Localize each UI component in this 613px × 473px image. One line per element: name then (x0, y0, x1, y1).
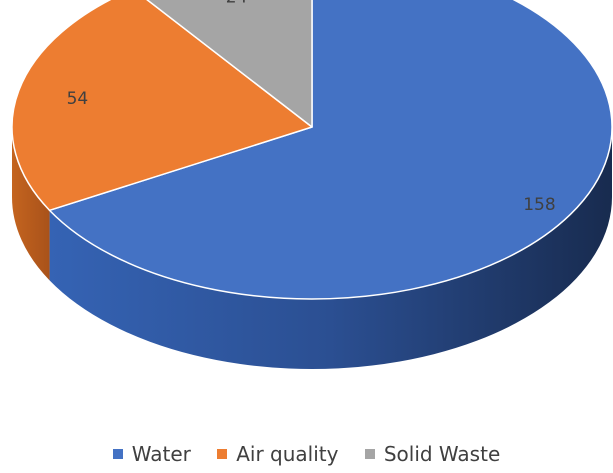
pie-side-air-quality (12, 127, 50, 281)
data-label-water: 158 (523, 195, 555, 215)
pie-top-layer (11, 0, 613, 300)
legend-swatch-solid-waste (364, 449, 375, 459)
legend-item-water: Water (112, 442, 191, 466)
legend-label-air-quality: Air quality (236, 442, 339, 466)
pie-slice-water (48, 0, 613, 300)
data-label-air-quality: 54 (67, 89, 89, 109)
pie-side-water (49, 127, 613, 369)
pie-label-layer: 158 54 24 (67, 0, 556, 215)
pie-slice-air-quality (11, 0, 313, 212)
legend-item-air-quality: Air quality (217, 442, 338, 466)
legend: Water Air quality Solid Waste (0, 440, 613, 466)
legend-swatch-water (112, 449, 123, 459)
pie-slice-solid-waste (146, 0, 313, 128)
data-label-solid-waste: 24 (226, 0, 248, 7)
pie-side-layer (12, 127, 613, 369)
legend-label-water: Water (131, 442, 191, 466)
legend-item-solid-waste: Solid Waste (364, 442, 501, 466)
legend-label-solid-waste: Solid Waste (383, 442, 501, 466)
legend-swatch-air-quality (217, 449, 228, 459)
